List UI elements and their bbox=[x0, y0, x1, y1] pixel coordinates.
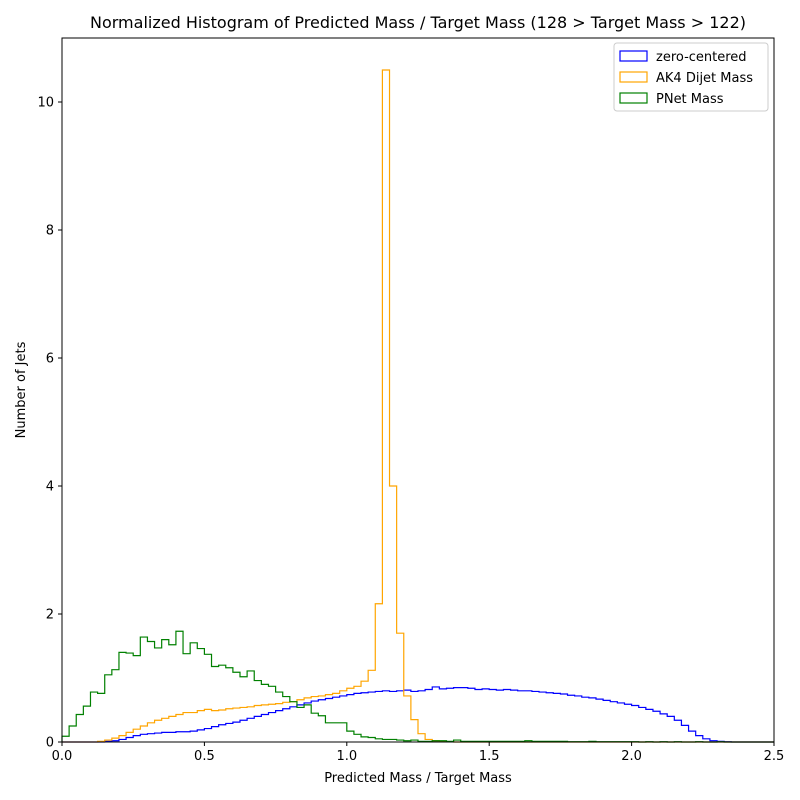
plot-frame bbox=[61, 37, 775, 743]
series-step-0 bbox=[62, 686, 774, 743]
chart-title: Normalized Histogram of Predicted Mass /… bbox=[90, 13, 746, 32]
x-tick-label: 1.0 bbox=[336, 749, 357, 764]
legend-box bbox=[613, 42, 769, 112]
x-tick-label: 2.0 bbox=[621, 749, 642, 764]
x-tick-label: 1.5 bbox=[479, 749, 500, 764]
legend-label: zero-centered bbox=[656, 50, 747, 65]
y-tick-label: 8 bbox=[46, 224, 54, 239]
x-axis: 0.0 0.5 1.0 1.5 2.0 2.5 bbox=[52, 742, 785, 764]
legend-label: PNet Mass bbox=[656, 92, 724, 107]
y-tick-label: 6 bbox=[46, 352, 54, 367]
legend-label: AK4 Dijet Mass bbox=[656, 71, 753, 86]
legend-swatch bbox=[619, 92, 648, 104]
legend-swatch bbox=[619, 50, 648, 62]
x-axis-label: Predicted Mass / Target Mass bbox=[324, 771, 512, 786]
y-tick-label: 10 bbox=[37, 96, 54, 111]
y-axis: 0 2 4 6 8 10 bbox=[37, 96, 62, 751]
x-tick-label: 2.5 bbox=[764, 749, 785, 764]
legend-swatch bbox=[619, 71, 648, 83]
x-tick-label: 0.5 bbox=[194, 749, 215, 764]
x-tick-label: 0.0 bbox=[52, 749, 73, 764]
y-tick-label: 4 bbox=[46, 480, 54, 495]
y-tick-label: 0 bbox=[46, 736, 54, 751]
y-tick-label: 2 bbox=[46, 608, 54, 623]
y-axis-label: Number of Jets bbox=[14, 341, 29, 438]
legend: zero-centered AK4 Dijet Mass PNet Mass bbox=[613, 42, 769, 112]
